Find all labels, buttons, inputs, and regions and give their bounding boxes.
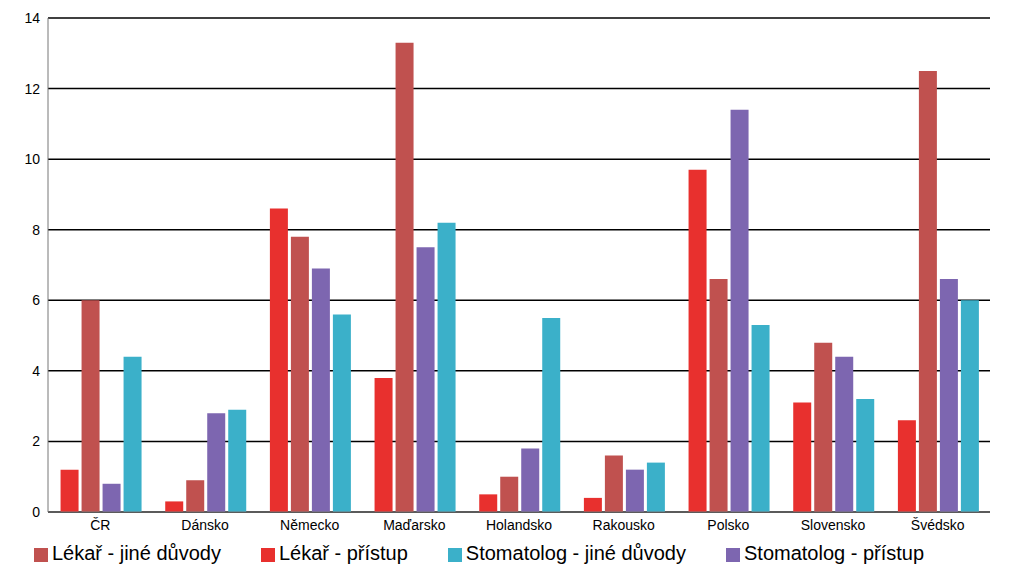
svg-text:12: 12: [24, 81, 40, 97]
svg-text:Švédsko: Švédsko: [911, 517, 965, 533]
svg-text:4: 4: [32, 363, 40, 379]
svg-text:Slovensko: Slovensko: [801, 517, 866, 533]
html-text:Stomatolog - přístup: Stomatolog - přístup: [744, 542, 925, 564]
svg-text:8: 8: [32, 222, 40, 238]
html-text:Stomatolog - jiné důvody: Stomatolog - jiné důvody: [465, 542, 686, 564]
html-text:Lékař - jiné důvody: Lékař - jiné důvody: [51, 542, 221, 564]
svg-text:14: 14: [24, 10, 40, 26]
html-text:Lékař - přístup: Lékař - přístup: [278, 542, 408, 564]
svg-text:6: 6: [32, 292, 40, 308]
svg-text:10: 10: [24, 151, 40, 167]
svg-text:Holandsko: Holandsko: [486, 517, 552, 533]
svg-text:Dánsko: Dánsko: [181, 517, 229, 533]
svg-text:Polsko: Polsko: [707, 517, 749, 533]
svg-text:2: 2: [32, 433, 40, 449]
svg-text:0: 0: [32, 504, 40, 520]
svg-text:Maďarsko: Maďarsko: [383, 517, 446, 533]
svg-text:Německo: Německo: [280, 517, 339, 533]
svg-text:Rakousko: Rakousko: [593, 517, 655, 533]
svg-text:ČR: ČR: [90, 517, 110, 533]
